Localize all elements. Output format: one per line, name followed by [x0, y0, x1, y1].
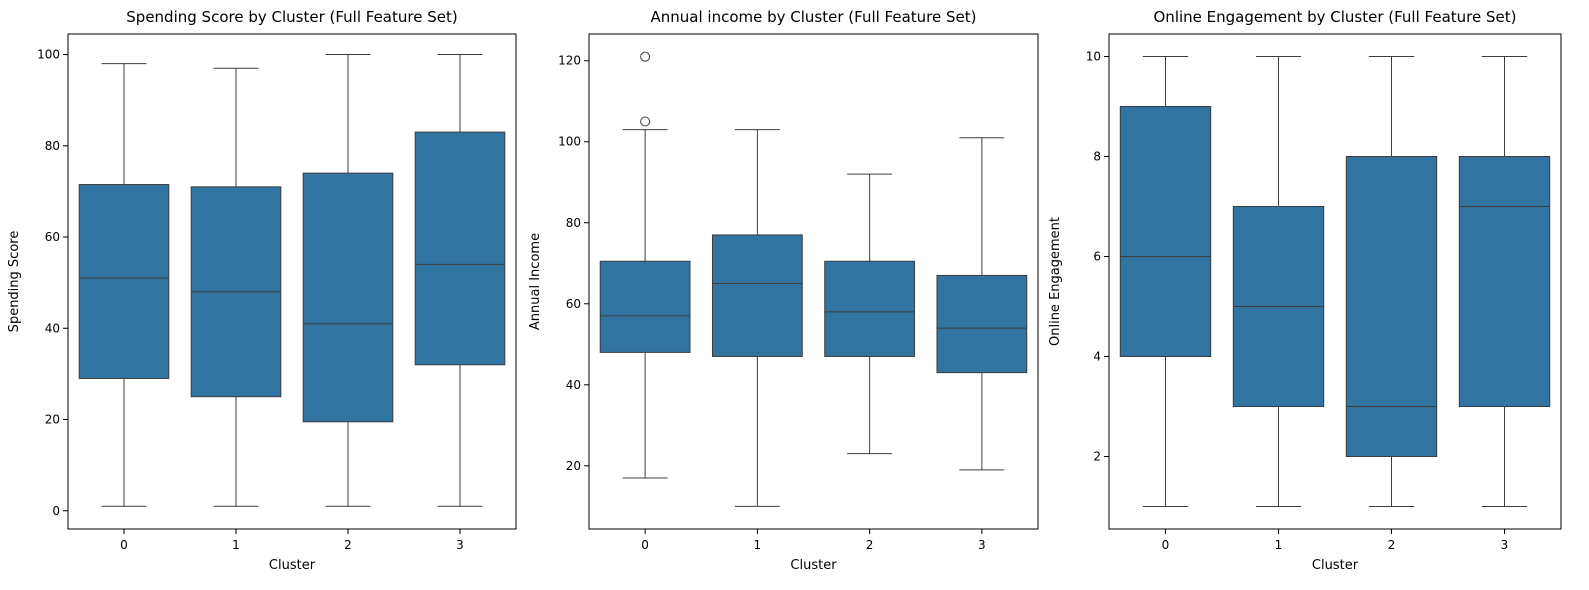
box-1-2 — [824, 173, 916, 455]
x-tick-label: 0 — [1162, 538, 1170, 552]
iqr-box — [936, 274, 1028, 374]
iqr-box — [824, 260, 916, 357]
y-tick-label: 100 — [558, 135, 581, 149]
plot-frame — [588, 33, 1039, 530]
x-tick-label: 3 — [978, 538, 986, 552]
box-1-3 — [936, 137, 1028, 471]
y-tick-label: 40 — [566, 378, 581, 392]
y-tick-label: 60 — [45, 230, 60, 244]
y-tick-label: 2 — [1093, 450, 1101, 464]
y-axis-label: Online Engagement — [1048, 217, 1063, 346]
y-tick-label: 100 — [37, 48, 60, 62]
y-axis-label: Spending Score — [7, 231, 22, 333]
box-0-1 — [190, 67, 282, 507]
x-tick-label: 1 — [1275, 538, 1283, 552]
box-1-1 — [711, 129, 803, 507]
x-axis-label: Cluster — [790, 558, 837, 573]
plot-frame — [1108, 33, 1562, 530]
x-tick-label: 0 — [641, 538, 649, 552]
x-axis-label: Cluster — [269, 558, 316, 573]
iqr-box — [1458, 156, 1551, 407]
y-axis-label: Annual Income — [528, 233, 543, 330]
chart-title: Spending Score by Cluster (Full Feature … — [126, 8, 457, 26]
x-axis-label: Cluster — [1312, 558, 1359, 573]
y-tick-label: 80 — [566, 216, 581, 230]
x-tick-label: 2 — [344, 538, 352, 552]
chart-panel-1: Annual income by Cluster (Full Feature S… — [528, 8, 1039, 573]
x-tick-label: 3 — [456, 538, 464, 552]
box-2-1 — [1232, 56, 1325, 507]
chart-panel-2: Online Engagement by Cluster (Full Featu… — [1048, 8, 1562, 573]
iqr-box — [599, 260, 691, 353]
y-tick-label: 20 — [45, 413, 60, 427]
chart-panel-0: Spending Score by Cluster (Full Feature … — [7, 8, 517, 573]
iqr-box — [1119, 106, 1212, 357]
chart-title: Annual income by Cluster (Full Feature S… — [651, 8, 977, 26]
x-tick-label: 1 — [232, 538, 240, 552]
y-tick-label: 4 — [1093, 350, 1101, 364]
iqr-box — [711, 234, 803, 357]
box-2-3 — [1458, 56, 1551, 507]
outlier-point — [640, 51, 651, 62]
x-tick-label: 0 — [120, 538, 128, 552]
y-tick-label: 10 — [1086, 50, 1101, 64]
y-tick-label: 8 — [1093, 150, 1101, 164]
plot-frame — [67, 33, 517, 530]
iqr-box — [302, 172, 394, 423]
x-tick-label: 2 — [866, 538, 874, 552]
iqr-box — [414, 131, 506, 366]
chart-title: Online Engagement by Cluster (Full Featu… — [1154, 8, 1517, 26]
iqr-box — [1345, 156, 1438, 457]
box-2-2 — [1345, 56, 1438, 507]
y-tick-label: 120 — [558, 54, 581, 68]
box-1-0 — [599, 51, 691, 479]
x-tick-label: 2 — [1388, 538, 1396, 552]
outlier-point — [640, 116, 651, 127]
y-tick-label: 6 — [1093, 250, 1101, 264]
box-0-0 — [78, 63, 170, 507]
y-tick-label: 60 — [566, 297, 581, 311]
box-2-0 — [1119, 56, 1212, 507]
iqr-box — [78, 184, 170, 379]
box-0-2 — [302, 54, 394, 507]
x-tick-label: 3 — [1501, 538, 1509, 552]
x-tick-label: 1 — [754, 538, 762, 552]
box-0-3 — [414, 54, 506, 507]
y-tick-label: 0 — [52, 504, 60, 518]
y-tick-label: 20 — [566, 459, 581, 473]
y-tick-label: 80 — [45, 139, 60, 153]
y-tick-label: 40 — [45, 321, 60, 335]
